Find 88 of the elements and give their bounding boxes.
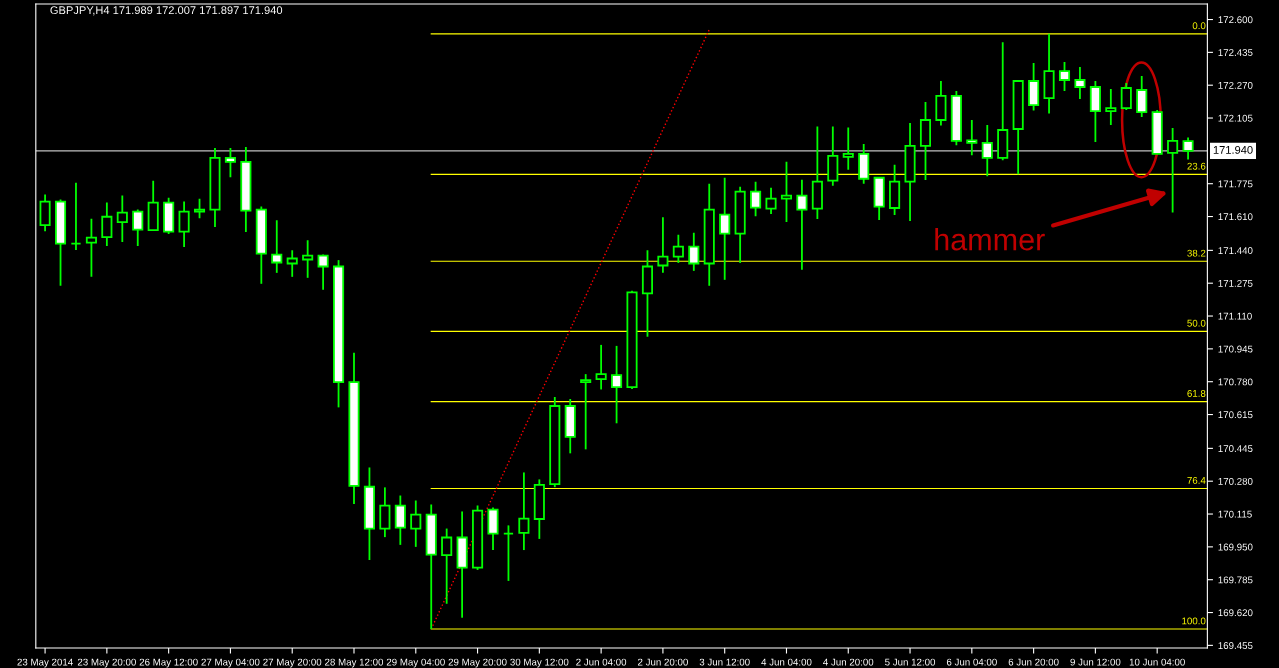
candlestick xyxy=(796,178,808,271)
y-tick-label: 169.785 xyxy=(1218,576,1253,584)
x-tick-label: 3 Jun 12:00 xyxy=(699,658,750,666)
candlestick xyxy=(1120,82,1132,111)
candlestick xyxy=(1182,136,1194,161)
candlestick xyxy=(286,249,298,278)
candlestick xyxy=(410,499,422,548)
y-tick-label: 169.620 xyxy=(1218,609,1253,617)
y-tick-label: 170.280 xyxy=(1218,477,1253,485)
candlestick xyxy=(966,119,978,157)
candlestick xyxy=(1074,66,1086,100)
candlestick xyxy=(116,194,128,243)
x-tick-label: 2 Jun 20:00 xyxy=(638,658,688,666)
y-tick-label: 171.440 xyxy=(1218,247,1253,254)
candlestick xyxy=(780,160,793,224)
candlestick xyxy=(379,486,391,539)
y-tick-label: 170.115 xyxy=(1218,510,1252,518)
x-tick-label: 5 Jun 12:00 xyxy=(885,658,936,666)
candlestick xyxy=(611,344,623,425)
y-tick-label: 170.780 xyxy=(1218,378,1253,386)
x-tick-label: 6 Jun 04:00 xyxy=(946,658,997,666)
x-tick-label: 26 May 12:00 xyxy=(139,658,198,668)
candlestick xyxy=(1058,61,1071,92)
candlestick xyxy=(394,494,406,546)
y-tick-label: 172.435 xyxy=(1218,49,1253,56)
ref-line-label: 171.940 xyxy=(1213,145,1253,154)
candlestick xyxy=(750,180,762,218)
candlestick xyxy=(302,239,314,279)
candlestick xyxy=(518,471,530,551)
candlestick xyxy=(719,176,731,281)
y-tick-label: 171.110 xyxy=(1218,312,1252,320)
x-tick-label: 10 Jun 04:00 xyxy=(1129,658,1185,666)
x-tick-label: 27 May 04:00 xyxy=(201,658,260,668)
candlestick xyxy=(178,200,190,248)
candlestick xyxy=(765,186,777,215)
x-tick-label: 28 May 12:00 xyxy=(325,658,384,668)
x-tick-label: 23 May 2014 xyxy=(17,658,73,668)
x-tick-label: 29 May 20:00 xyxy=(448,658,507,668)
x-tick-label: 4 Jun 04:00 xyxy=(761,658,812,666)
candlestick xyxy=(1105,88,1117,126)
candlestick xyxy=(271,219,283,274)
y-tick-label: 169.455 xyxy=(1218,642,1253,649)
annotation: 23.6 xyxy=(1187,162,1206,170)
candlestick xyxy=(580,373,592,451)
candlestick xyxy=(487,506,499,551)
annotation: 0.0 xyxy=(1192,22,1206,30)
chart-title: GBPJPY,H4 171.989 172.007 171.897 171.940 xyxy=(50,6,283,16)
candlestick xyxy=(85,217,97,278)
x-tick-label: 23 May 20:00 xyxy=(77,658,136,668)
candlestick xyxy=(981,124,993,178)
candlestick xyxy=(595,343,607,391)
y-tick-label: 170.445 xyxy=(1218,445,1253,452)
y-tick-label: 172.270 xyxy=(1218,81,1253,89)
candlestick xyxy=(39,193,51,233)
candlestick xyxy=(224,146,236,179)
y-tick-label: 172.105 xyxy=(1218,114,1253,122)
candlestick xyxy=(502,524,514,582)
y-tick-label: 170.615 xyxy=(1218,411,1253,419)
y-tick-label: 169.950 xyxy=(1218,543,1253,551)
candlestick xyxy=(657,216,669,274)
x-tick-label: 6 Jun 20:00 xyxy=(1008,658,1059,666)
annotation: 61.8 xyxy=(1187,390,1206,397)
annotation: 50.0 xyxy=(1187,319,1206,327)
candlestick xyxy=(842,126,854,171)
x-tick-label: 27 May 20:00 xyxy=(263,658,322,668)
candlestick xyxy=(672,233,684,264)
annotation: 100.0 xyxy=(1182,617,1206,625)
candlestick xyxy=(317,253,329,291)
candlestick xyxy=(1136,75,1148,118)
candlestick xyxy=(101,201,113,247)
annotation: hammer xyxy=(935,228,1045,251)
candlestick xyxy=(132,208,144,247)
candlestick xyxy=(441,527,453,605)
candlestick xyxy=(688,231,700,272)
annotation: 38.2 xyxy=(1187,249,1206,257)
y-tick-label: 171.275 xyxy=(1218,279,1253,287)
x-tick-label: 9 Jun 12:00 xyxy=(1070,658,1121,666)
x-tick-label: 4 Jun 20:00 xyxy=(823,658,874,666)
y-tick-label: 172.600 xyxy=(1218,16,1253,24)
x-tick-label: 29 May 04:00 xyxy=(386,658,445,668)
candlestick xyxy=(1167,127,1179,214)
y-tick-label: 170.945 xyxy=(1218,345,1253,353)
x-tick-label: 30 May 12:00 xyxy=(510,658,569,668)
annotation: 76.4 xyxy=(1187,476,1206,484)
y-tick-label: 171.775 xyxy=(1218,180,1253,188)
candlestick xyxy=(70,181,82,251)
y-tick-label: 171.610 xyxy=(1218,213,1253,221)
x-tick-label: 2 Jun 04:00 xyxy=(576,658,627,666)
